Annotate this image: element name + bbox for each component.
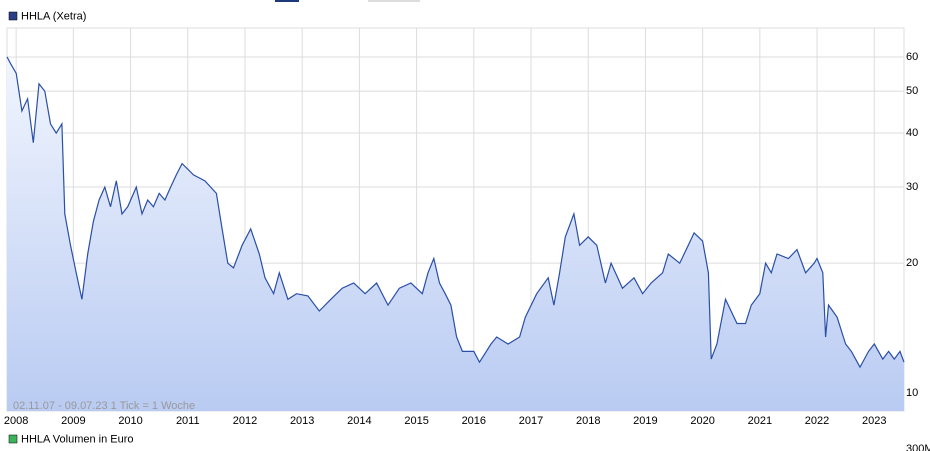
volume-legend-label: HHLA Volumen in Euro [21, 433, 134, 445]
x-tick-label: 2023 [862, 415, 886, 427]
annotation: 02.11.07 - 09.07.23 1 Tick = 1 Woche [13, 400, 195, 412]
tab [275, 0, 299, 2]
x-tick-label: 2012 [233, 415, 257, 427]
volume-legend-swatch [8, 434, 18, 444]
y-tick-label: 20 [906, 257, 918, 269]
price-line [6, 56, 905, 369]
x-tick-label: 2011 [176, 415, 200, 427]
y-tick-label: 10 [906, 387, 918, 399]
x-tick-label: 2008 [4, 415, 28, 427]
x-tick-label: 2010 [118, 415, 142, 427]
x-tick-label: 2018 [576, 415, 600, 427]
y-tick-label: 40 [906, 127, 918, 139]
legend-swatch [8, 11, 18, 21]
legend-label: HHLA (Xetra) [21, 10, 86, 22]
x-tick-label: 2019 [633, 415, 657, 427]
x-tick-label: 2017 [519, 415, 543, 427]
x-tick-label: 2016 [462, 415, 486, 427]
x-tick-label: 2022 [805, 415, 829, 427]
y-tick-label: 60 [906, 51, 918, 63]
x-tick-label: 2009 [61, 415, 85, 427]
x-tick-label: 2021 [748, 415, 772, 427]
x-tick-label: 2015 [404, 415, 428, 427]
area [7, 56, 904, 412]
tab [368, 0, 420, 2]
y-tick-label: 50 [906, 85, 918, 97]
x-tick-label: 2013 [290, 415, 314, 427]
y-tick-label: 30 [906, 181, 918, 193]
x-tick-label: 2014 [347, 415, 371, 427]
x-tick-label: 2020 [690, 415, 714, 427]
volume-tick-label: 300M [906, 443, 930, 451]
